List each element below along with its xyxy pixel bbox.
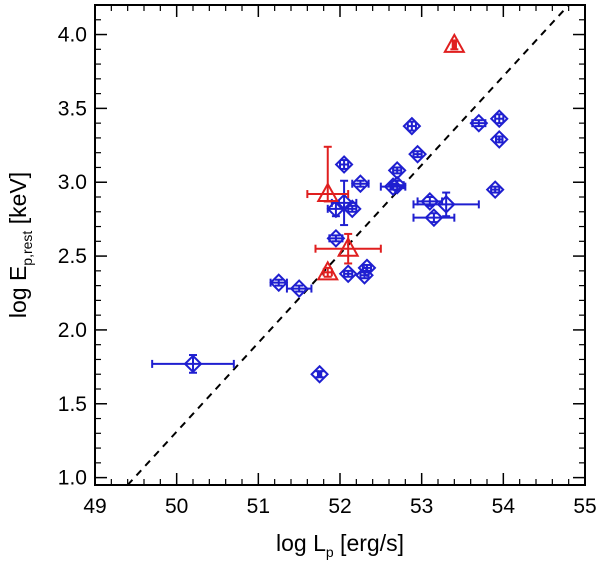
data-point-diamond	[485, 180, 505, 200]
y-axis-title-sub: p,rest	[19, 231, 35, 266]
triangle-marker	[316, 260, 339, 281]
data-point-diamond	[412, 191, 480, 218]
x-axis-title: log Lp [erg/s]	[276, 530, 404, 560]
y-axis-title-unit: [keV]	[5, 172, 31, 231]
data-point-diamond	[310, 364, 329, 384]
diamond-marker	[387, 161, 407, 180]
diamond-marker	[342, 199, 362, 219]
x-tick-label: 52	[328, 495, 351, 518]
diamond-marker	[269, 273, 289, 293]
data-point-triangle	[314, 232, 382, 265]
y-tick-label: 2.0	[58, 319, 87, 342]
data-point-diamond	[326, 228, 346, 248]
x-tick-label: 50	[165, 495, 188, 518]
triangle-marker	[316, 181, 339, 203]
diamond-marker	[469, 113, 489, 133]
x-tick-label: 49	[83, 495, 106, 518]
data-point-diamond	[351, 174, 370, 194]
data-point-diamond	[469, 113, 489, 133]
diamond-marker	[334, 193, 354, 213]
diamond-marker	[183, 354, 203, 374]
x-axis-title-unit: [erg/s]	[334, 530, 404, 556]
data-point-diamond	[387, 175, 407, 195]
diamond-marker	[326, 228, 346, 248]
diamond-marker	[424, 208, 444, 228]
data-point-triangle	[316, 260, 339, 281]
data-marks	[151, 32, 509, 384]
x-tick-label: 51	[247, 495, 270, 518]
y-axis-title-main: log E	[5, 266, 31, 318]
y-tick-label: 1.5	[58, 393, 87, 416]
diamond-marker	[310, 364, 329, 384]
data-point-diamond	[285, 279, 313, 298]
x-axis-title-main: log L	[276, 530, 326, 556]
diamond-marker	[489, 129, 509, 149]
plot-frame	[94, 4, 586, 486]
x-tick-label: 54	[492, 495, 516, 518]
diamond-marker	[338, 264, 358, 284]
axes: 49 50 51 52 53 54 55 1.0 1.5 2.0 2.5 3.0 3.5 4.0	[58, 4, 597, 518]
diamond-marker	[383, 177, 403, 197]
diamond-marker	[436, 194, 456, 214]
data-point-diamond	[387, 161, 407, 180]
data-point-diamond	[334, 155, 354, 174]
diamond-marker	[387, 175, 407, 195]
data-point-diamond	[412, 208, 456, 228]
y-tick-label: 4.0	[58, 24, 87, 47]
triangle-marker	[336, 236, 360, 257]
diamond-marker	[334, 155, 354, 174]
diamond-marker	[485, 180, 505, 200]
y-tick-label: 2.5	[58, 245, 87, 268]
y-tick-label: 1.0	[58, 467, 87, 490]
diamond-marker	[326, 199, 346, 219]
diamond-marker	[289, 279, 309, 298]
y-axis-title: log Ep,rest [keV]	[5, 172, 35, 318]
data-point-triangle	[306, 145, 350, 203]
triangle-marker	[443, 32, 466, 53]
diamond-marker	[357, 258, 377, 278]
y-tick-label: 3.0	[58, 171, 87, 194]
data-point-diamond	[330, 179, 358, 227]
x-axis-title-sub: p	[326, 544, 334, 560]
data-point-diamond	[416, 192, 444, 211]
diamond-marker	[351, 174, 370, 194]
diamond-marker	[402, 116, 422, 136]
data-point-diamond	[269, 273, 289, 293]
data-point-diamond	[342, 199, 362, 219]
data-point-diamond	[408, 144, 427, 164]
diamond-marker	[408, 144, 427, 164]
y-tick-label: 3.5	[58, 97, 87, 120]
data-point-diamond	[357, 258, 377, 278]
data-point-diamond	[151, 354, 235, 374]
x-tick-label: 55	[573, 495, 596, 518]
data-point-diamond	[338, 264, 358, 284]
diamond-marker	[420, 192, 440, 211]
data-point-diamond	[402, 116, 422, 136]
data-point-triangle	[443, 32, 466, 53]
diamond-marker	[489, 109, 509, 129]
x-tick-label: 53	[410, 495, 433, 518]
data-point-diamond	[489, 109, 509, 129]
data-point-diamond	[489, 129, 509, 149]
